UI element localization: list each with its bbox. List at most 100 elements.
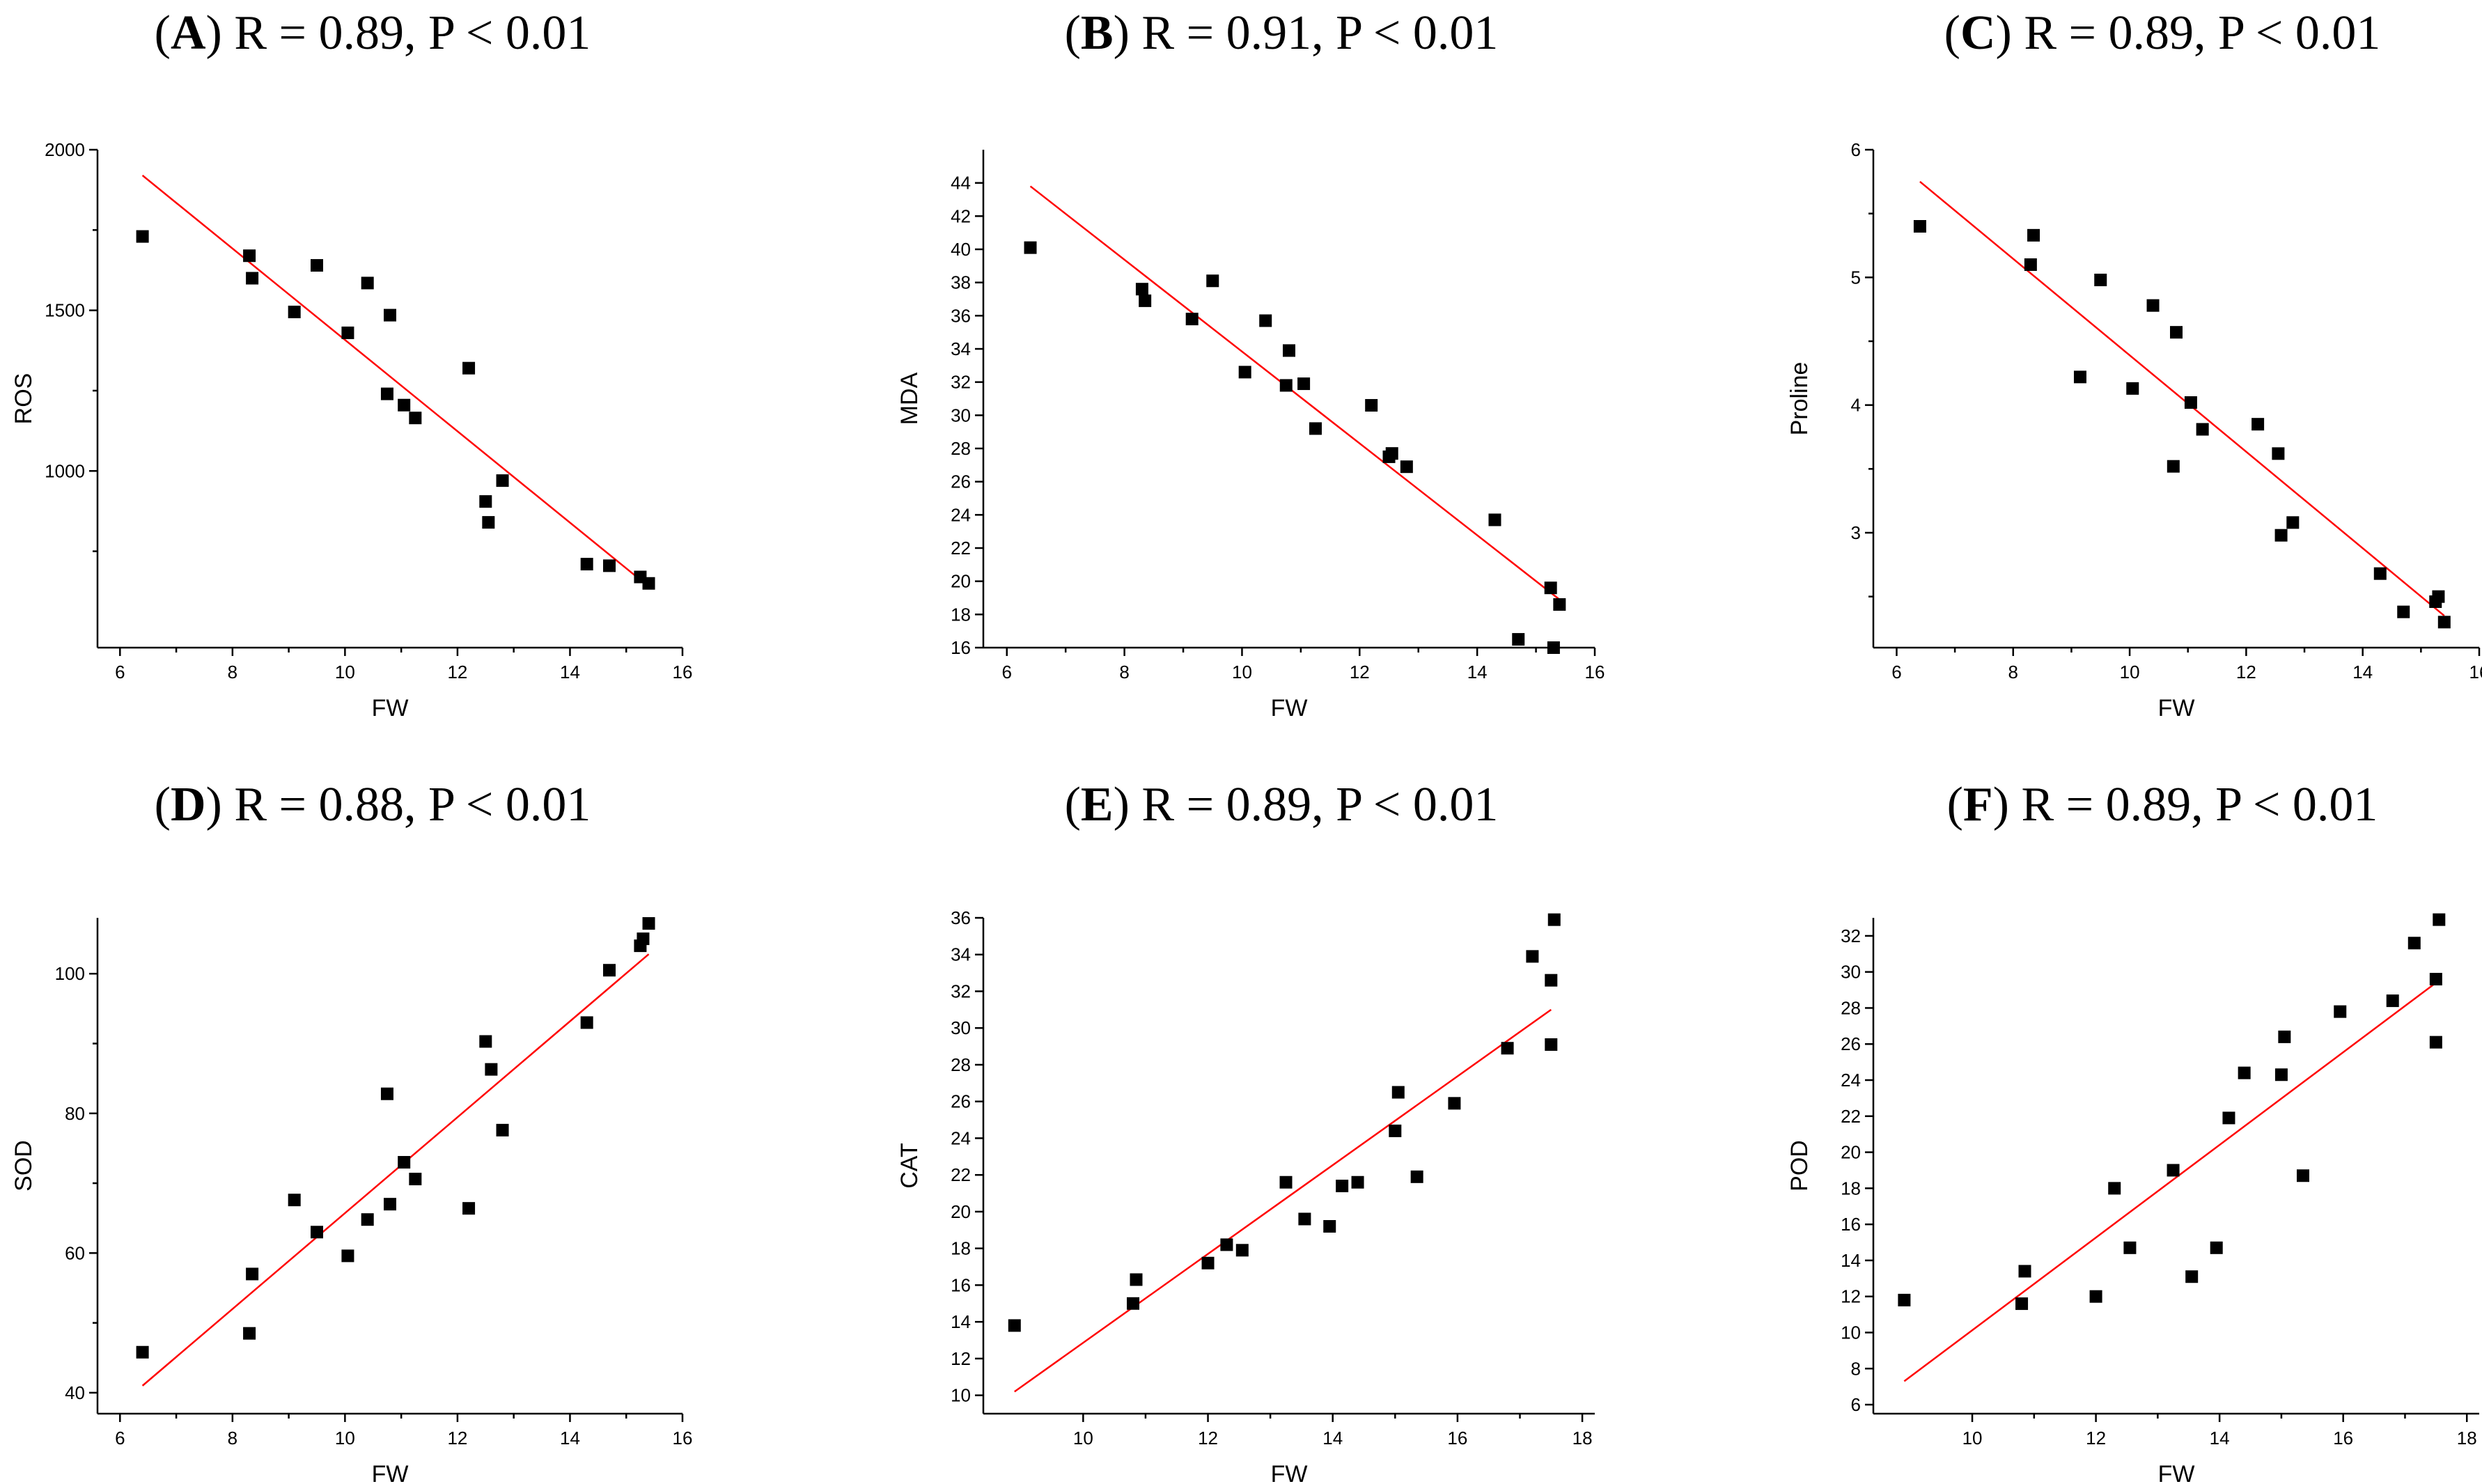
data-point bbox=[398, 1155, 411, 1169]
y-tick-label: 40 bbox=[65, 1382, 85, 1403]
data-point bbox=[2170, 326, 2183, 339]
data-point bbox=[409, 1173, 422, 1186]
data-point bbox=[1297, 377, 1311, 391]
data-point bbox=[1024, 241, 1037, 254]
x-tick-label: 8 bbox=[1119, 662, 1129, 682]
x-tick-label: 12 bbox=[447, 662, 467, 682]
x-tick-label: 8 bbox=[228, 662, 237, 682]
data-point bbox=[1389, 1124, 1402, 1137]
regression-line bbox=[1919, 180, 2445, 617]
panel-c: (C) R = 0.89, P < 0.01 6 8 10 12 14 16 3 4 5 6 FW Pr… bbox=[1786, 6, 2482, 721]
regression-line bbox=[141, 953, 650, 1387]
data-point bbox=[485, 1063, 498, 1076]
data-point bbox=[2073, 370, 2086, 384]
x-tick-label: 16 bbox=[1585, 662, 1605, 682]
y-tick-label: 1000 bbox=[45, 460, 85, 481]
y-axis-label: SOD bbox=[10, 1140, 37, 1192]
data-point bbox=[2222, 1111, 2235, 1125]
x-tick-label: 14 bbox=[1322, 1428, 1343, 1448]
data-point bbox=[288, 1194, 301, 1207]
panel-a: (A) R = 0.89, P < 0.01 6 8 10 12 14 16 1000 1500… bbox=[10, 6, 692, 721]
data-point bbox=[384, 1198, 396, 1211]
data-point bbox=[2238, 1066, 2251, 1079]
data-point bbox=[462, 361, 476, 375]
x-tick-label: 18 bbox=[1572, 1428, 1593, 1448]
data-point bbox=[384, 308, 396, 322]
data-point bbox=[1553, 598, 1566, 611]
panel-b: (B) R = 0.91, P < 0.01 6 8 10 12 14 16 16 18 20 22… bbox=[896, 6, 1605, 721]
data-point bbox=[479, 1035, 492, 1048]
data-point bbox=[1547, 913, 1561, 926]
data-point bbox=[341, 1249, 354, 1263]
data-point bbox=[2089, 1290, 2102, 1303]
data-point bbox=[1391, 1086, 1405, 1099]
data-point bbox=[2437, 616, 2451, 629]
data-point bbox=[398, 398, 411, 412]
panel-letter: C bbox=[1960, 6, 1996, 60]
data-point bbox=[1279, 1176, 1293, 1189]
data-point bbox=[243, 1327, 256, 1340]
y-tick-label: 10 bbox=[1841, 1322, 1861, 1343]
data-point bbox=[1235, 1244, 1249, 1257]
panel-title-paren-open: ( bbox=[1944, 6, 1960, 60]
y-tick-label: 22 bbox=[951, 538, 971, 559]
x-tick-label: 14 bbox=[2352, 662, 2373, 682]
data-point bbox=[1309, 422, 1322, 435]
data-point bbox=[637, 932, 650, 946]
data-point bbox=[1127, 1297, 1140, 1310]
y-tick-label: 34 bbox=[951, 944, 971, 965]
y-axis-label: Proline bbox=[1786, 362, 1813, 436]
x-tick-label: 12 bbox=[1198, 1428, 1218, 1448]
data-point bbox=[1279, 379, 1293, 392]
y-tick-label: 24 bbox=[951, 504, 971, 525]
y-tick-label: 16 bbox=[951, 637, 971, 658]
x-tick-label: 10 bbox=[1962, 1428, 1983, 1448]
y-axis-label: CAT bbox=[896, 1143, 923, 1188]
data-point bbox=[2123, 1241, 2137, 1254]
panel-title-paren-close: ) bbox=[1993, 778, 2009, 831]
panel-title: (E) R = 0.89, P < 0.01 bbox=[1065, 778, 1499, 831]
data-point bbox=[361, 276, 374, 290]
y-tick-label: 20 bbox=[951, 1201, 971, 1222]
data-point bbox=[1913, 220, 1926, 233]
y-tick-label: 12 bbox=[1841, 1286, 1861, 1307]
panel-title: (A) R = 0.89, P < 0.01 bbox=[155, 6, 591, 60]
x-tick-label: 10 bbox=[335, 662, 355, 682]
panel-letter: E bbox=[1081, 778, 1114, 831]
regression-line bbox=[1014, 1008, 1552, 1393]
x-tick-label: 8 bbox=[228, 1428, 237, 1448]
x-tick-label: 10 bbox=[1232, 662, 1252, 682]
panel-e: (E) R = 0.89, P < 0.01 10 12 14 16 18 10 12 14 16… bbox=[896, 778, 1595, 1484]
data-point bbox=[2274, 529, 2288, 542]
y-tick-label: 6 bbox=[1851, 139, 1861, 160]
y-tick-label: 24 bbox=[951, 1127, 971, 1148]
data-point bbox=[1898, 1293, 1911, 1306]
panel-stat: R = 0.89, P < 0.01 bbox=[1130, 778, 1498, 831]
data-point bbox=[1259, 314, 1272, 327]
y-tick-label: 18 bbox=[951, 604, 971, 625]
data-point bbox=[1008, 1319, 1021, 1332]
data-point bbox=[2167, 460, 2180, 473]
data-point bbox=[2126, 382, 2139, 395]
y-axis-label: ROS bbox=[10, 373, 37, 425]
data-point bbox=[1400, 460, 1413, 474]
panel-title-paren-open: ( bbox=[1947, 778, 1963, 831]
data-point bbox=[2386, 994, 2399, 1008]
panel-title: (C) R = 0.89, P < 0.01 bbox=[1944, 6, 2381, 60]
data-point bbox=[2373, 567, 2387, 580]
data-point bbox=[1298, 1212, 1311, 1226]
data-point bbox=[243, 249, 256, 263]
data-point bbox=[496, 474, 509, 487]
data-point bbox=[2196, 423, 2209, 436]
data-point bbox=[2146, 299, 2160, 312]
y-tick-label: 38 bbox=[951, 272, 971, 293]
x-tick-label: 6 bbox=[1891, 662, 1901, 682]
y-tick-label: 40 bbox=[951, 239, 971, 260]
data-point bbox=[1545, 974, 1558, 987]
x-axis-label: FW bbox=[1271, 695, 1308, 721]
x-axis-label: FW bbox=[2158, 695, 2195, 721]
x-tick-label: 16 bbox=[673, 662, 693, 682]
data-point bbox=[1501, 1042, 1514, 1055]
y-tick-label: 30 bbox=[951, 405, 971, 425]
